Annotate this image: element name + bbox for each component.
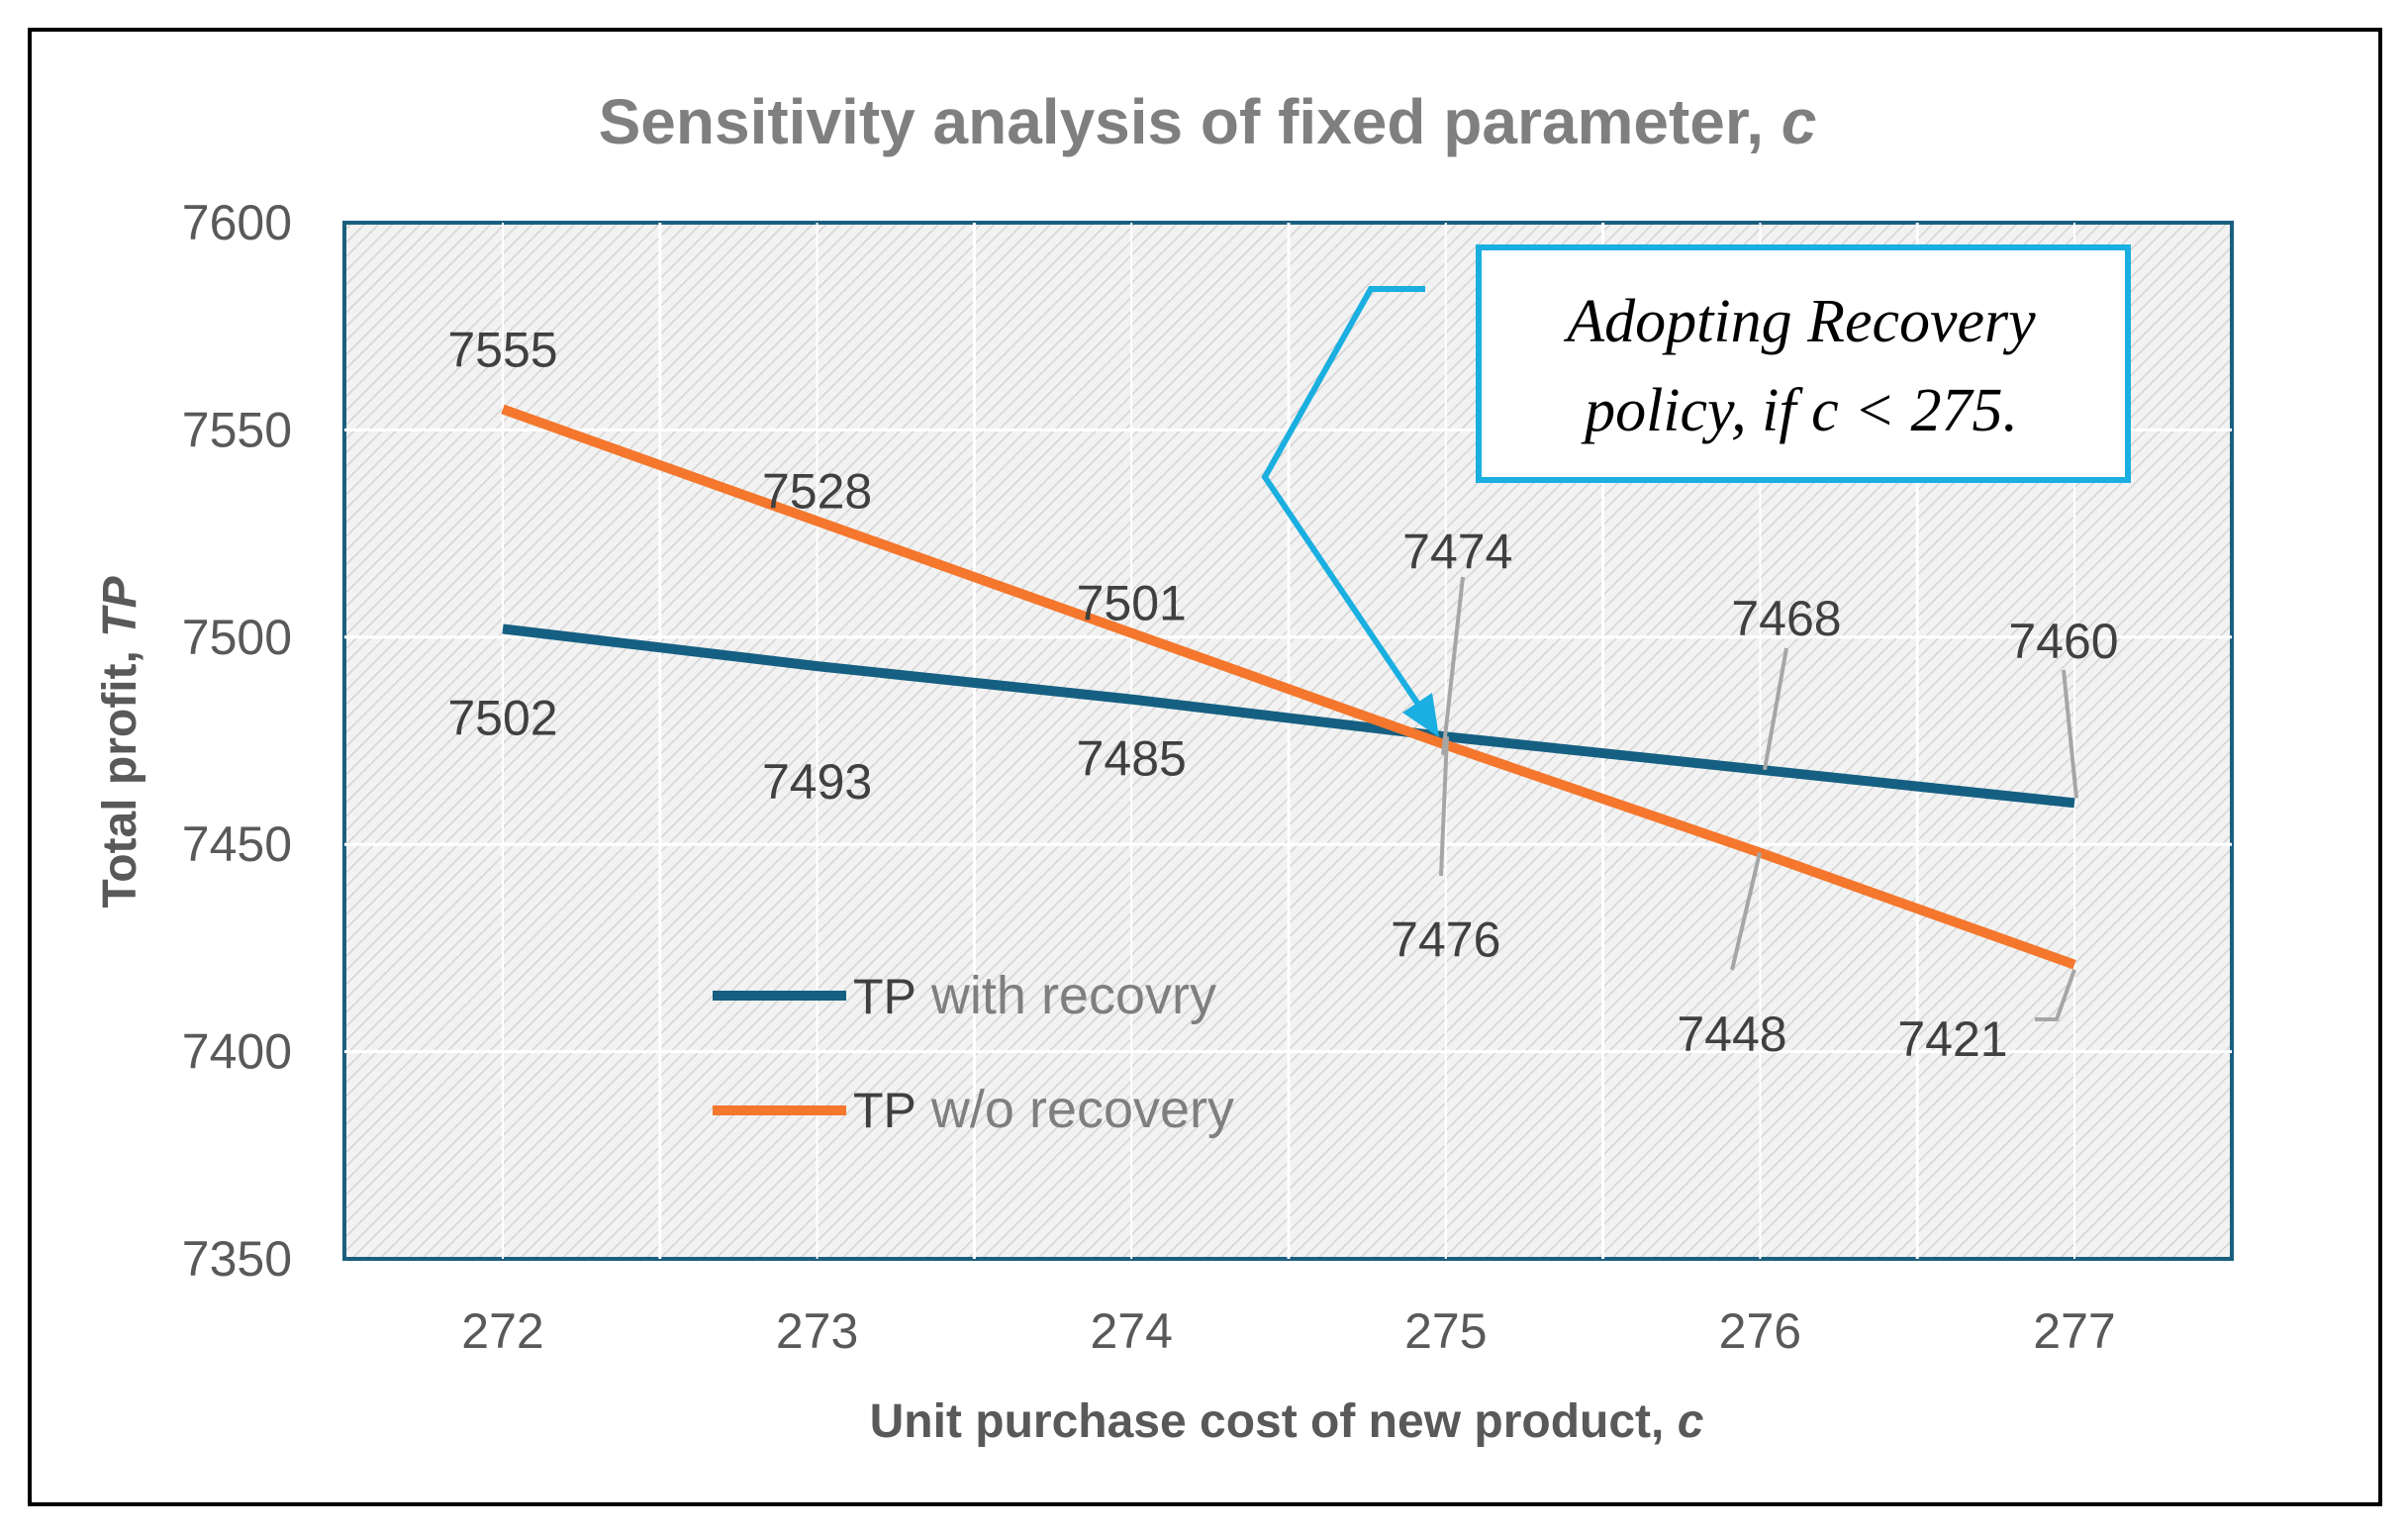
leader-7460 xyxy=(2062,669,2078,799)
data-label: 7476 xyxy=(1391,911,1500,967)
data-label: 7493 xyxy=(762,754,872,810)
data-label: 7448 xyxy=(1677,1007,1786,1062)
leader-7468 xyxy=(1763,647,1788,771)
series-line-tp-with-recovry xyxy=(502,623,2075,809)
x-tick-label: 275 xyxy=(1404,1303,1487,1359)
leader-7474 xyxy=(1441,576,1465,755)
x-tick-label: 272 xyxy=(461,1303,543,1359)
x-tick-label: 273 xyxy=(776,1303,858,1359)
x-tick-label: 276 xyxy=(1719,1303,1801,1359)
annotation-box xyxy=(1476,244,2131,483)
annotation-arrowhead-icon xyxy=(1402,693,1439,737)
chart-title: Sensitivity analysis of fixed parameter,… xyxy=(599,86,1817,157)
data-label: 7528 xyxy=(762,464,872,520)
data-labels: 7502 7493 7485 7476 7468 7460 7555 7528 7501 7474… xyxy=(447,322,2118,1067)
y-tick-label: 7550 xyxy=(182,402,292,457)
x-tick-labels: 272 273 274 275 276 277 xyxy=(461,1303,2115,1359)
data-label: 7502 xyxy=(447,690,557,745)
legend-label-tp-with-recovry: TP with recovry xyxy=(853,966,1216,1025)
x-tick-label: 277 xyxy=(2033,1303,2115,1359)
y-tick-label: 7450 xyxy=(182,816,292,872)
y-axis-title: Total profit, TP xyxy=(94,575,146,908)
annotation-line-2: policy, if c < 275. xyxy=(1581,377,2018,444)
x-tick-label: 274 xyxy=(1090,1303,1172,1359)
data-label: 7485 xyxy=(1077,731,1187,787)
y-tick-label: 7500 xyxy=(182,610,292,665)
legend: TP with recovry TP w/o recovery xyxy=(713,966,1234,1139)
recovery-policy-annotation: Adopting Recovery policy, if c < 275. xyxy=(1261,244,2131,737)
data-label: 7468 xyxy=(1731,591,1841,646)
data-label: 7474 xyxy=(1402,525,1512,580)
data-label: 7421 xyxy=(1897,1011,2007,1067)
y-tick-label: 7600 xyxy=(182,195,292,250)
data-label: 7555 xyxy=(447,322,557,377)
leader-7448 xyxy=(1730,852,1762,971)
annotation-line-1: Adopting Recovery xyxy=(1563,288,2036,355)
leader-7476 xyxy=(1439,736,1449,877)
x-axis-title: Unit purchase cost of new product, c xyxy=(870,1395,1704,1448)
data-label: 7501 xyxy=(1077,576,1187,631)
data-label: 7460 xyxy=(2008,614,2118,669)
y-tick-label: 7350 xyxy=(182,1231,292,1287)
y-tick-labels: 7350 7400 7450 7500 7550 7600 xyxy=(182,195,292,1287)
leader-7421 xyxy=(2035,968,2076,1021)
data-label-leader-lines xyxy=(1439,576,2078,1021)
legend-label-tp-wo-recovery: TP w/o recovery xyxy=(853,1080,1234,1139)
y-tick-label: 7400 xyxy=(182,1024,292,1080)
series-line-tp-wo-recovery xyxy=(501,404,2076,970)
annotation-arrow xyxy=(1261,286,1428,717)
